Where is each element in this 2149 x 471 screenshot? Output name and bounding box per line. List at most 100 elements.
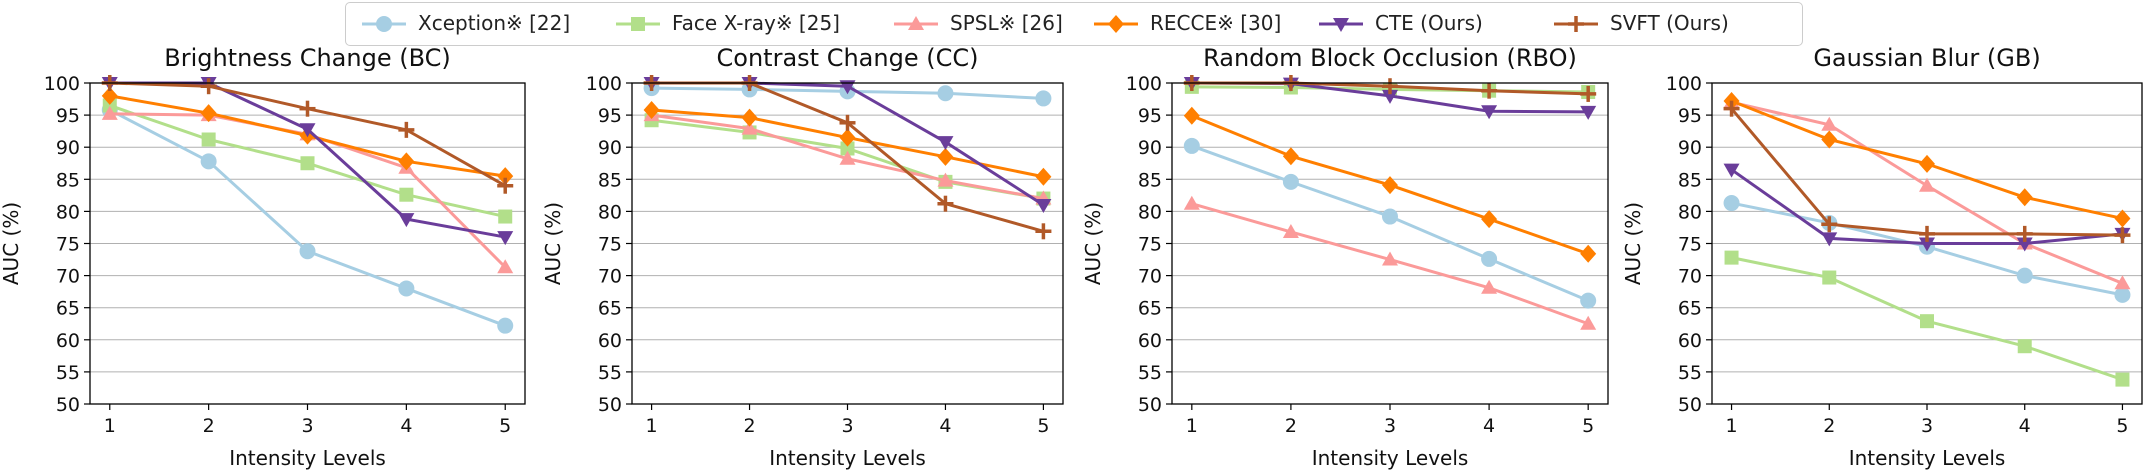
y-tick-label: 75 [1678, 234, 1702, 256]
y-tick-label: 65 [598, 298, 622, 320]
data-point [1183, 106, 1200, 125]
data-point [1282, 173, 1299, 190]
legend-marker [376, 16, 392, 32]
data-point [102, 98, 117, 113]
data-point [497, 167, 514, 186]
chart-panel-2: 50 55 60 65 70 75 80 85 90 95 100 1 2 3 4 5 Contrast Cha… [541, 44, 1064, 470]
legend-label: SPSL※ [26] [950, 11, 1063, 35]
x-tick-label: 1 [1725, 415, 1737, 437]
data-point [937, 195, 954, 212]
legend-swatch [1319, 18, 1363, 32]
data-point [1481, 210, 1498, 229]
y-tick-label: 65 [1678, 298, 1702, 320]
data-point [2016, 267, 2033, 284]
data-point [1282, 147, 1299, 166]
legend-marker [1333, 18, 1349, 32]
data-point [1821, 130, 1838, 149]
y-tick-label: 85 [56, 169, 80, 191]
legend-item-xception: Xception※ [22] [354, 3, 570, 45]
data-point [497, 231, 514, 246]
x-tick-label: 5 [1582, 415, 1594, 437]
data-point [1035, 198, 1052, 213]
x-tick-label: 2 [743, 415, 755, 437]
y-tick-label: 80 [1138, 201, 1162, 223]
data-point [1481, 250, 1498, 267]
data-point [1919, 177, 1935, 192]
y-tick-label: 70 [598, 266, 622, 288]
y-axis-label: AUC (%) [0, 202, 23, 285]
data-point [2114, 227, 2131, 244]
data-point [398, 280, 415, 297]
y-tick-label: 95 [56, 105, 80, 127]
y-tick-label: 70 [1678, 266, 1702, 288]
x-tick-label: 1 [646, 415, 658, 437]
data-point [1580, 85, 1597, 102]
y-tick-label: 90 [1138, 137, 1162, 159]
x-tick-label: 3 [1921, 415, 1933, 437]
y-tick-label: 60 [598, 330, 622, 352]
plot-frame [631, 82, 1064, 405]
legend-item-face-xray: Face X-ray※ [25] [608, 3, 840, 45]
y-axis-label: AUC (%) [1621, 202, 1645, 285]
data-point [1919, 225, 1935, 242]
x-axis-label: Intensity Levels [229, 446, 386, 470]
legend-label: CTE (Ours) [1375, 11, 1483, 35]
x-tick-label: 4 [2019, 415, 2031, 437]
chart-title: Random Block Occlusion (RBO) [1203, 44, 1577, 72]
y-tick-label: 55 [1138, 362, 1162, 384]
legend: Xception※ [22] Face X-ray※ [25] SPSL※ [2… [345, 2, 1803, 46]
data-point [299, 123, 316, 138]
y-tick-label: 60 [56, 330, 80, 352]
legend-item-spsl: SPSL※ [26] [886, 3, 1063, 45]
data-point [101, 105, 118, 120]
data-point [300, 156, 315, 171]
data-point [1481, 279, 1498, 294]
legend-marker [908, 16, 924, 30]
legend-swatch [1554, 16, 1598, 32]
y-tick-label: 55 [598, 362, 622, 384]
x-tick-label: 1 [1186, 415, 1198, 437]
data-point [1481, 105, 1498, 120]
y-tick-label: 90 [56, 137, 80, 159]
data-point [1580, 105, 1597, 120]
series-square [102, 98, 513, 224]
data-point [1723, 100, 1740, 117]
data-point [1382, 176, 1398, 195]
y-tick-label: 60 [1678, 330, 1702, 352]
y-tick-label: 75 [598, 234, 622, 256]
y-tick-label: 100 [1126, 73, 1162, 95]
x-axis-label: Intensity Levels [769, 446, 926, 470]
plot-frame [1171, 82, 1609, 405]
data-point [1822, 270, 1837, 285]
x-tick-label: 3 [1384, 415, 1396, 437]
chart-title: Brightness Change (BC) [164, 44, 451, 72]
x-tick-label: 4 [1483, 415, 1495, 437]
chart-title: Gaussian Blur (GB) [1813, 44, 2040, 72]
data-point [200, 104, 217, 123]
y-tick-label: 80 [1678, 201, 1702, 223]
y-tick-label: 90 [598, 137, 622, 159]
data-point [1580, 315, 1597, 330]
legend-label: SVFT (Ours) [1610, 11, 1729, 35]
y-axis-label: AUC (%) [1081, 202, 1105, 285]
y-tick-label: 100 [44, 73, 80, 95]
y-tick-label: 95 [1678, 105, 1702, 127]
legend-item-recce: RECCE※ [30] [1086, 3, 1281, 45]
data-point [497, 259, 514, 274]
data-point [937, 172, 954, 187]
x-tick-label: 2 [203, 415, 215, 437]
y-tick-label: 50 [1138, 394, 1162, 416]
data-point [2114, 275, 2131, 290]
series-triangle [1723, 94, 2131, 290]
data-point [937, 136, 954, 151]
y-tick-label: 50 [56, 394, 80, 416]
x-tick-label: 3 [301, 415, 313, 437]
y-tick-label: 50 [1678, 394, 1702, 416]
data-point [2017, 339, 2032, 354]
data-point [1920, 314, 1934, 329]
x-axis-label: Intensity Levels [1312, 446, 1469, 470]
data-point [741, 108, 758, 127]
data-point [398, 152, 415, 171]
y-tick-label: 85 [1678, 169, 1702, 191]
legend-label: RECCE※ [30] [1150, 11, 1282, 35]
